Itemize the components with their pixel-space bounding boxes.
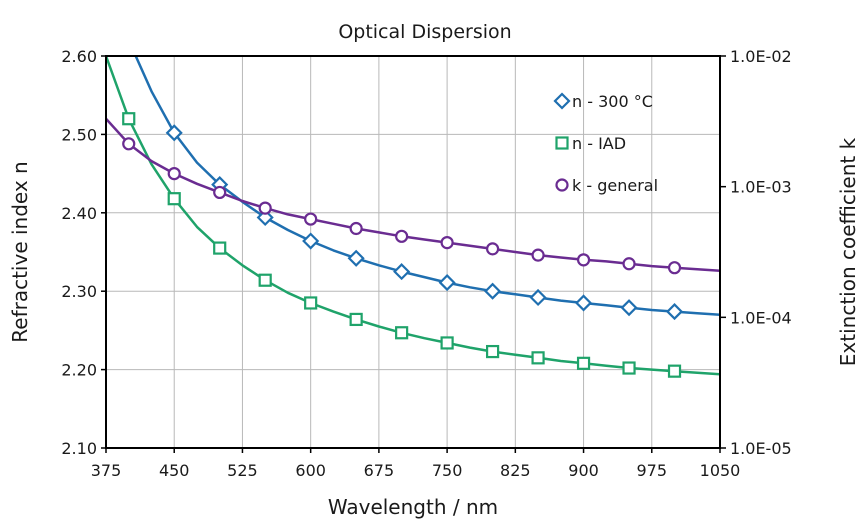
legend-marker-diamond [553, 92, 571, 110]
data-point-square [531, 351, 545, 365]
curves [106, 56, 720, 376]
data-point-square [167, 192, 181, 206]
y-ticks: 2.10 2.20 2.30 2.40 2.50 2.60 [61, 47, 106, 458]
data-point-diamond [574, 294, 593, 312]
y-tick-label: 2.60 [61, 47, 97, 66]
data-point-diamond [347, 249, 365, 267]
data-point-circle [122, 137, 136, 151]
data-point-square [304, 296, 318, 310]
y-tick-label: 2.10 [61, 439, 97, 458]
data-point-diamond [302, 232, 320, 250]
plot-frame [105, 55, 721, 449]
data-point-square [576, 356, 591, 370]
x-tick-label: 1050 [700, 461, 741, 480]
y-tick-label: 2.30 [61, 282, 97, 301]
data-point-square [258, 273, 272, 287]
y2-tick-label: 1.0E-05 [730, 439, 792, 458]
x-tick-label: 450 [159, 461, 190, 480]
x-tick-label: 375 [91, 461, 122, 480]
y2-tick-label: 1.0E-03 [730, 178, 792, 197]
data-point-square [122, 112, 136, 126]
y-tick-label: 2.50 [61, 125, 97, 144]
data-point-diamond [165, 124, 183, 142]
y-axis-label: Refractive index n [8, 161, 32, 342]
legend-marker-square [555, 136, 569, 150]
legend-label: n - 300 °C [572, 92, 653, 111]
x-tick-label: 600 [295, 461, 326, 480]
y2-tick-label: 1.0E-04 [730, 308, 792, 327]
data-point-square [622, 361, 636, 375]
data-point-square [213, 241, 227, 255]
y-tick-label: 2.20 [61, 361, 97, 380]
data-point-diamond [665, 303, 684, 321]
data-point-circle [531, 248, 545, 262]
data-point-diamond [484, 282, 502, 300]
x-tick-label: 900 [568, 461, 599, 480]
data-point-circle [213, 185, 227, 200]
data-point-diamond [393, 263, 411, 281]
data-point-circle [485, 242, 500, 256]
data-point-circle [576, 253, 591, 267]
chart-title: Optical Dispersion [338, 21, 511, 43]
x-tick-label: 525 [227, 461, 258, 480]
legend-label: k - general [572, 176, 658, 195]
x-tick-label: 750 [432, 461, 463, 480]
data-point-square [667, 364, 682, 378]
x-axis-label: Wavelength / nm [328, 495, 498, 519]
legend-marker-circle [555, 178, 569, 192]
data-point-circle [622, 257, 636, 271]
data-point-circle [440, 235, 454, 250]
x-ticks: 375 450 525 600 675 750 825 900 975 1050 [91, 448, 741, 480]
data-point-square [395, 326, 409, 340]
data-point-diamond [256, 208, 274, 227]
x-tick-label: 975 [637, 461, 668, 480]
y-tick-label: 2.40 [61, 204, 97, 223]
series-line-square [106, 56, 720, 376]
data-point-circle [349, 221, 363, 236]
data-point-diamond [620, 299, 638, 317]
data-point-circle [258, 201, 272, 215]
data-point-diamond [529, 288, 547, 307]
y2-tick-label: 1.0E-02 [730, 47, 792, 66]
legend: n - 300 °C n - IAD k - general [553, 92, 658, 195]
data-point-square [440, 336, 454, 350]
y2-ticks: 1.0E-05 1.0E-04 1.0E-03 1.0E-02 [720, 47, 792, 458]
data-point-square [349, 312, 363, 327]
x-tick-label: 825 [500, 461, 531, 480]
data-point-circle [167, 167, 181, 181]
data-point-circle [395, 229, 409, 243]
data-point-square [485, 344, 500, 359]
markers [122, 112, 684, 378]
data-point-circle [667, 261, 682, 275]
series-line-circle [106, 117, 720, 273]
grid [105, 55, 721, 449]
y2-axis-label: Extinction coefficient k [836, 137, 860, 366]
x-tick-label: 675 [364, 461, 395, 480]
legend-label: n - IAD [572, 134, 626, 153]
data-point-diamond [438, 274, 456, 292]
data-point-circle [304, 212, 318, 226]
